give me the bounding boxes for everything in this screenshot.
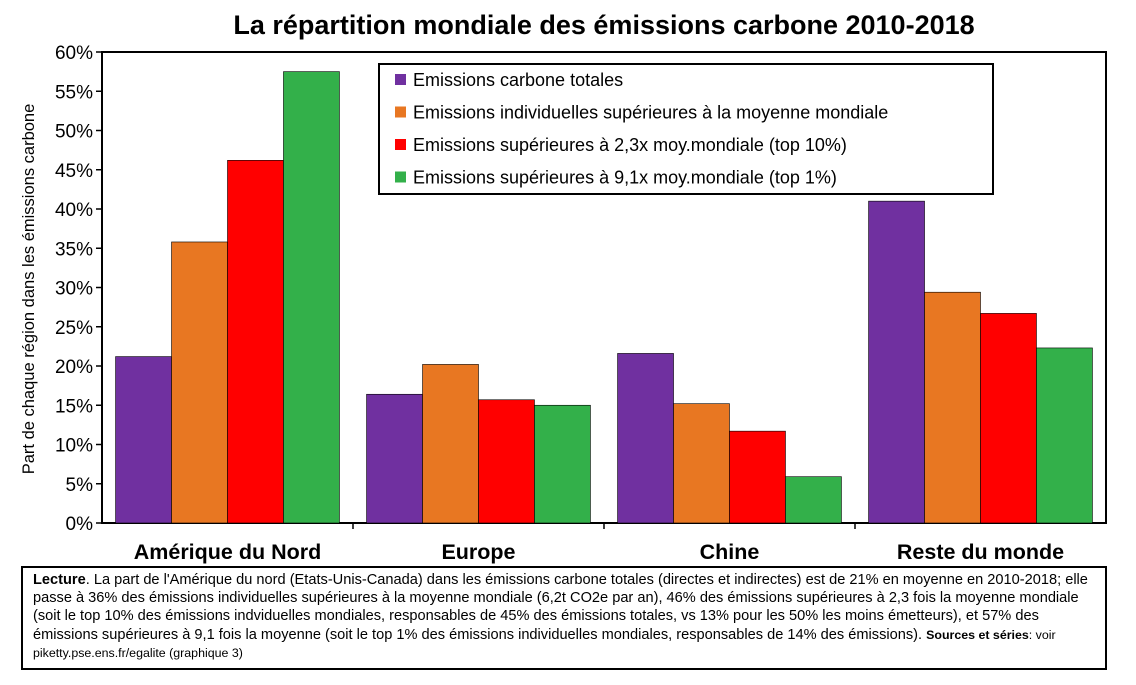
category-label: Chine xyxy=(700,540,760,564)
y-tick-label: 5% xyxy=(66,475,94,496)
y-tick-label: 15% xyxy=(55,396,93,417)
note-text: . La part de l'Amérique du nord (Etats-U… xyxy=(33,572,1088,643)
y-tick-label: 50% xyxy=(55,122,93,143)
legend-swatch xyxy=(395,74,406,85)
bar xyxy=(868,200,925,524)
bar xyxy=(227,160,284,524)
bar xyxy=(729,430,786,524)
bar xyxy=(478,399,535,524)
y-axis-label: Part de chaque région dans les émissions… xyxy=(20,104,38,475)
legend-swatch xyxy=(395,171,406,183)
y-tick-label: 40% xyxy=(55,200,93,221)
legend-swatch xyxy=(395,139,406,150)
bar xyxy=(366,393,423,524)
bar xyxy=(924,291,981,524)
legend-box xyxy=(378,63,994,195)
bar xyxy=(617,353,674,524)
reading-note: Lecture. La part de l'Amérique du nord (… xyxy=(21,566,1107,670)
legend-label: Emissions supérieures à 9,1x moy.mondial… xyxy=(413,168,837,188)
y-tick-label: 55% xyxy=(55,82,93,103)
y-axis: 0% 5% 10% 15% 20% 25% 30% 35% 40% 45% 50% 55% 60% xyxy=(55,43,102,535)
bar xyxy=(283,71,340,524)
y-tick-label: 10% xyxy=(55,436,93,457)
x-axis: Amérique du Nord Europe Chine Reste du mond… xyxy=(134,523,1064,564)
bar-chart: La répartition mondiale des émissions ca… xyxy=(20,10,1107,564)
bar xyxy=(115,356,172,524)
category-label: Reste du monde xyxy=(897,540,1064,564)
bar xyxy=(1036,347,1093,524)
bar xyxy=(980,313,1037,524)
legend-swatch xyxy=(395,106,406,118)
sources-text: : voir piketty.pse.ens.fr/egalite (graph… xyxy=(33,627,1056,660)
y-tick-label: 60% xyxy=(55,43,93,64)
legend-label: Emissions carbone totales xyxy=(413,70,623,90)
bar xyxy=(171,241,228,524)
y-tick-label: 20% xyxy=(55,357,93,378)
bar xyxy=(785,476,842,524)
chart-title: La répartition mondiale des émissions ca… xyxy=(233,10,974,40)
bar xyxy=(673,403,730,524)
bars xyxy=(115,71,1093,524)
sources-label: Sources et séries xyxy=(926,627,1029,642)
category-label: Europe xyxy=(441,540,515,564)
legend-label: Emissions supérieures à 2,3x moy.mondial… xyxy=(413,135,847,155)
bar xyxy=(534,404,591,524)
legend: Emissions carbone totales Emissions indiv… xyxy=(378,63,994,195)
y-tick-label: 0% xyxy=(66,514,94,535)
y-tick-label: 45% xyxy=(55,161,93,182)
legend-label: Emissions individuelles supérieures à la… xyxy=(413,103,888,123)
note-label: Lecture xyxy=(33,572,86,588)
bar xyxy=(422,364,479,524)
y-tick-label: 30% xyxy=(55,279,93,300)
y-tick-label: 35% xyxy=(55,239,93,260)
y-tick-label: 25% xyxy=(55,318,93,339)
category-label: Amérique du Nord xyxy=(134,540,322,564)
